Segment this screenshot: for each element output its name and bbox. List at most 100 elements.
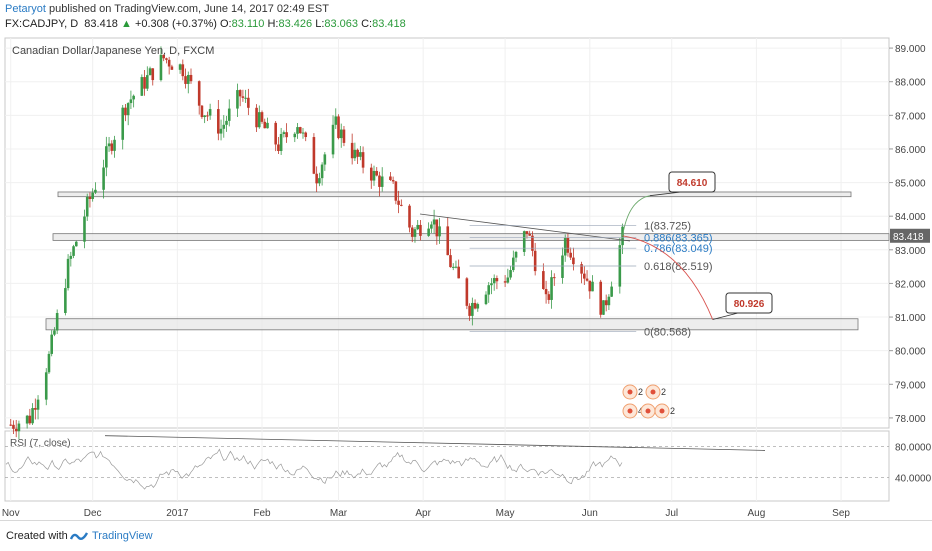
high-label: H: (267, 18, 279, 30)
event-marker-dot (645, 408, 651, 414)
time-tick-label: Jul (665, 508, 678, 519)
bearish-projection (622, 235, 714, 320)
candle-body (217, 109, 220, 134)
candle-body (88, 196, 92, 199)
high-value: 83.426 (278, 18, 313, 30)
price-axis[interactable]: 89.000 88.000 87.000 86.000 85.000 84.000 83.0… (889, 44, 930, 425)
last-price-tag (890, 228, 930, 243)
candle-body (113, 139, 116, 151)
support-resistance-zone (57, 191, 852, 198)
candle-body (389, 176, 392, 181)
rsi-pane[interactable] (4, 430, 890, 502)
candle-body (400, 204, 403, 206)
candle-body (391, 180, 395, 182)
tradingview-brand[interactable]: TradingView (92, 530, 153, 542)
candle-body (263, 121, 267, 129)
candle-body (181, 64, 185, 77)
candle-body (72, 246, 75, 256)
up-arrow-icon: ▲ (121, 18, 132, 30)
candle-body (129, 99, 133, 104)
tradingview-logo-icon[interactable] (70, 529, 88, 543)
price-callout[interactable] (725, 292, 773, 314)
candle-body (312, 137, 316, 174)
candle-body (146, 75, 149, 89)
candle-body (359, 152, 362, 157)
author-link[interactable]: Petaryot (5, 3, 46, 15)
time-tick-label: Mar (330, 508, 348, 519)
candle-body (449, 255, 452, 268)
change-value: +0.308 (+0.37%) (134, 18, 217, 30)
candle-body (331, 124, 335, 155)
open-label: O: (219, 18, 232, 30)
candle-body (487, 285, 491, 295)
candle-body (533, 250, 537, 272)
time-axis[interactable]: Nov Dec 2017 Feb Mar Apr May Jun Jul Aug Sep (2, 508, 851, 519)
low-label: L: (315, 18, 325, 30)
candle-body (53, 330, 56, 335)
candle-body (50, 334, 54, 354)
price-callout-label: 80.926 (734, 299, 765, 310)
candle-body (588, 280, 592, 292)
chart-title: Canadian Dollar/Japanese Yen, D, FXCM (12, 45, 214, 57)
descending-trendline (419, 213, 631, 242)
candle-body (585, 278, 589, 281)
candle-body (544, 288, 548, 295)
candle-body (378, 175, 381, 187)
candle-body (369, 167, 373, 181)
candle-body (225, 120, 228, 125)
low-value: 83.063 (324, 18, 359, 30)
candle-body (200, 105, 204, 118)
candle-body (435, 219, 439, 237)
candle-body (247, 97, 250, 108)
rsi-label: RSI (7, close) (10, 438, 71, 449)
candle-body (337, 116, 340, 139)
candle-body (394, 181, 398, 201)
fib-level-label: 1(83.725) (644, 220, 691, 232)
time-tick-label: Aug (748, 508, 766, 519)
candle-body (241, 96, 245, 98)
candle-body (361, 152, 365, 168)
last-price: 83.418 (84, 18, 118, 30)
support-resistance-zone (45, 318, 859, 331)
candle-body (446, 226, 450, 256)
candle-body (454, 266, 458, 268)
candle-body (151, 68, 155, 81)
candle-body (178, 64, 182, 70)
candle-body (572, 257, 575, 265)
candle-body (490, 283, 493, 286)
candle-body (47, 353, 51, 373)
candle-body (602, 300, 605, 315)
candle-body (410, 227, 414, 237)
support-resistance-zone (52, 233, 890, 241)
price-chart[interactable]: 1(83.725)0.886(83.365)0.786(83.049) 0.618… (0, 34, 932, 520)
candle-body (512, 257, 515, 271)
candle-body (222, 124, 226, 129)
candle-body (503, 281, 507, 283)
rsi-series (5, 435, 889, 490)
fib-level-label: 0(80.568) (644, 327, 691, 339)
candle-body (476, 304, 480, 309)
time-tick-label: Nov (2, 508, 20, 519)
candle-body (339, 129, 343, 139)
candle-body (413, 229, 417, 237)
callout-pointer (649, 191, 682, 197)
candle-body (580, 264, 583, 274)
candle-body (148, 68, 152, 76)
candle-body (12, 424, 15, 429)
candle-body (17, 423, 21, 432)
published-text: published on TradingView.com, June 14, 2… (49, 3, 329, 15)
price-tick-label: 78.000 (895, 414, 926, 425)
candle-body (610, 286, 613, 297)
rsi-axis[interactable]: 80.0000 40.0000 (895, 443, 932, 485)
candle-body (599, 281, 603, 315)
price-callout[interactable] (668, 171, 716, 193)
event-marker-count: 2 (661, 387, 666, 397)
candle-body (561, 255, 564, 278)
candle-body (186, 74, 190, 84)
price-tick-label: 87.000 (895, 111, 926, 122)
time-tick-label: May (496, 508, 515, 519)
candle-body (342, 129, 346, 143)
candle-body (102, 167, 105, 190)
candle-body (334, 116, 338, 125)
candle-body (569, 252, 572, 258)
